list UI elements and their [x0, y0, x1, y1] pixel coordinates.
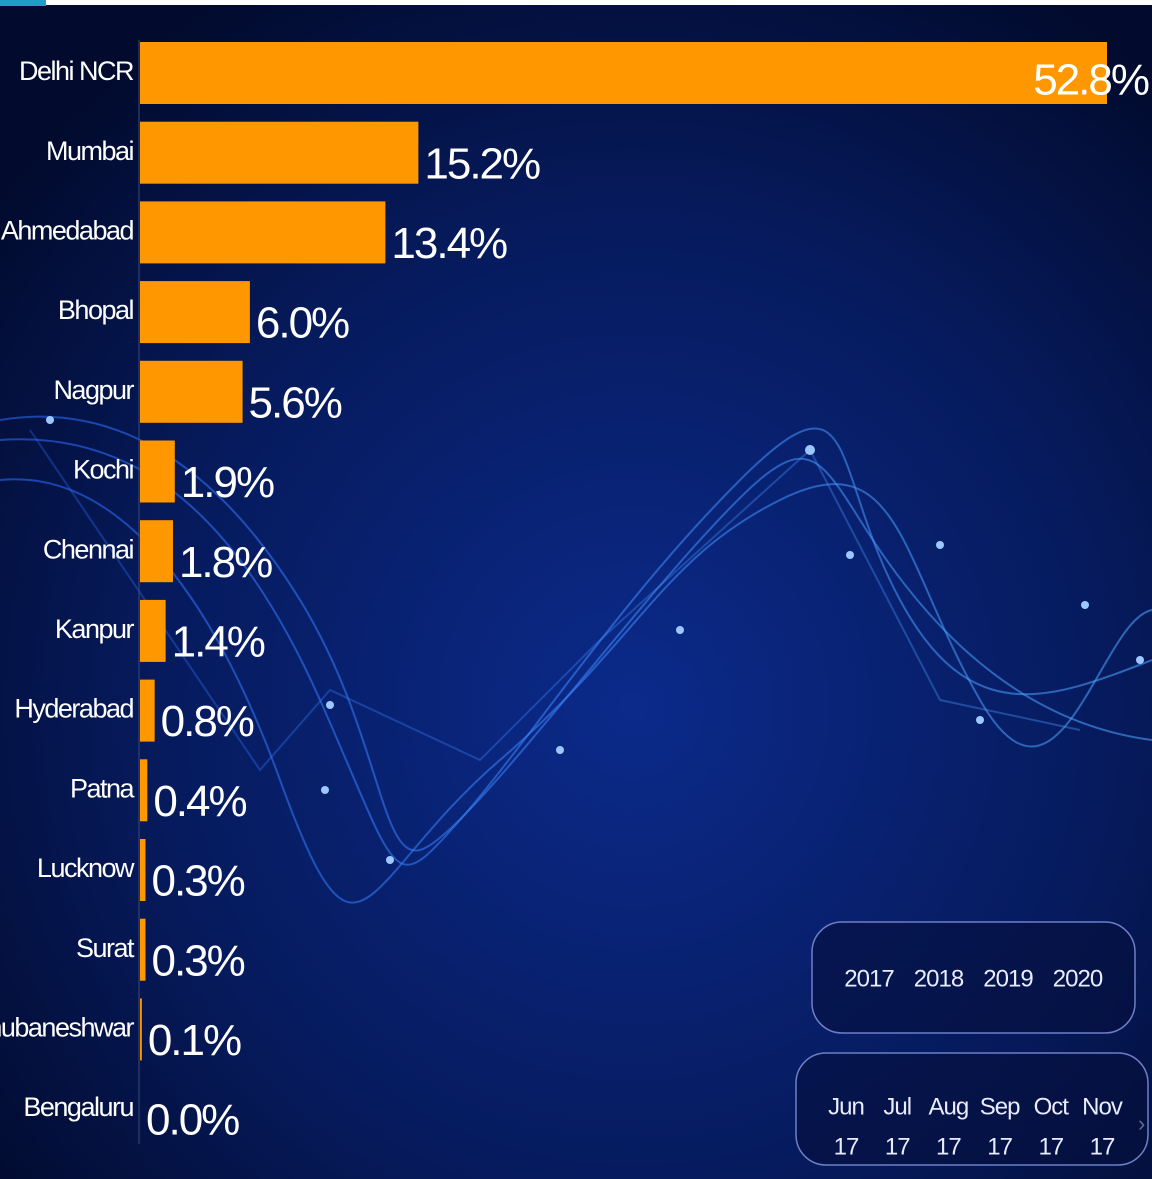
month-option[interactable]: Oct [1034, 1093, 1070, 1120]
category-label: Bhopal [58, 295, 134, 325]
value-label: 1.9% [181, 458, 274, 507]
bar [140, 441, 175, 503]
month-year[interactable]: 17 [936, 1133, 961, 1160]
dashboard: Delhi NCR 52.8% Mumbai 15.2% Ahmedabad 13.4% B… [0, 0, 1152, 1179]
bar [140, 919, 145, 981]
category-label: Nagpur [53, 375, 134, 405]
category-label: Chennai [43, 534, 134, 564]
category-label: Mumbai [46, 136, 134, 166]
category-label: Hyderabad [14, 694, 133, 724]
month-option[interactable]: Nov [1082, 1093, 1123, 1120]
bar [140, 201, 385, 263]
value-label: 0.4% [153, 777, 246, 826]
value-label: 15.2% [424, 139, 540, 188]
bar [140, 839, 145, 901]
value-label: 0.8% [161, 697, 254, 746]
bar [140, 361, 243, 423]
value-label: 0.1% [148, 1016, 241, 1065]
corner-tab [0, 0, 46, 6]
category-label: Bhubaneshwar [0, 1013, 134, 1043]
scroll-chevron[interactable]: › [1138, 1111, 1145, 1136]
month-year[interactable]: 17 [1038, 1133, 1063, 1160]
year-option[interactable]: 2017 [844, 965, 894, 992]
month-option[interactable]: Jun [828, 1093, 864, 1120]
month-year[interactable]: 17 [834, 1133, 859, 1160]
category-label: Patna [70, 773, 136, 803]
category-label: Lucknow [37, 853, 135, 883]
bar [140, 759, 147, 821]
bar [140, 281, 250, 343]
category-label: Kanpur [55, 614, 135, 644]
category-label: Kochi [73, 455, 134, 485]
bar [140, 122, 418, 184]
month-year[interactable]: 17 [1090, 1133, 1115, 1160]
category-label: Delhi NCR [19, 56, 134, 86]
value-label: 52.8% [1033, 56, 1149, 105]
bar [140, 998, 142, 1060]
bar [140, 520, 173, 582]
value-label: 0.0% [146, 1096, 239, 1145]
month-option[interactable]: Aug [929, 1093, 969, 1120]
value-label: 1.4% [172, 618, 265, 667]
value-label: 5.6% [249, 378, 342, 427]
month-year[interactable]: 17 [885, 1133, 910, 1160]
top-strip [0, 0, 1152, 5]
year-option[interactable]: 2019 [983, 965, 1033, 992]
bar [140, 42, 1107, 104]
month-year[interactable]: 17 [987, 1133, 1012, 1160]
category-label: Bengaluru [23, 1092, 133, 1122]
category-label: Ahmedabad [1, 216, 134, 246]
bar [140, 680, 155, 742]
month-option[interactable]: Jul [883, 1093, 911, 1120]
bar [140, 600, 166, 662]
value-label: 0.3% [151, 936, 244, 985]
value-label: 6.0% [256, 299, 349, 348]
category-label: Surat [76, 933, 135, 963]
month-option[interactable]: Sep [980, 1093, 1020, 1120]
value-label: 1.8% [179, 538, 272, 587]
year-option[interactable]: 2020 [1053, 965, 1103, 992]
value-label: 0.3% [151, 857, 244, 906]
value-label: 13.4% [391, 219, 507, 268]
year-option[interactable]: 2018 [914, 965, 964, 992]
